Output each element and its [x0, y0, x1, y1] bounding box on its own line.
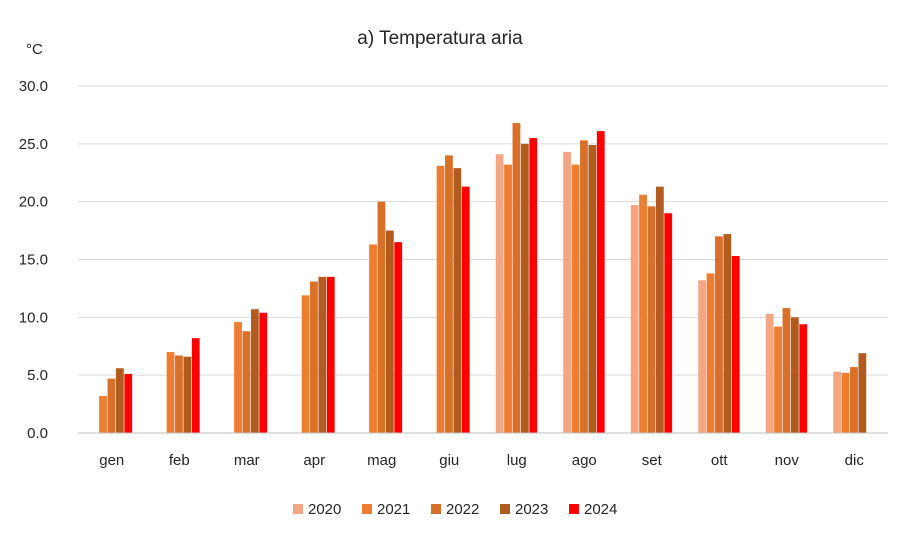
x-category-label: feb	[169, 452, 190, 469]
y-tick-label: 30.0	[19, 78, 48, 95]
legend-swatch	[431, 504, 441, 514]
x-category-label: gen	[99, 452, 124, 469]
bar	[259, 312, 268, 433]
bar	[495, 154, 504, 433]
x-category-label: nov	[775, 452, 800, 469]
bar	[715, 236, 723, 433]
y-tick-label: 5.0	[27, 367, 48, 384]
bar	[453, 168, 462, 433]
bar	[250, 309, 259, 433]
bar	[504, 164, 512, 434]
legend-label: 2023	[515, 501, 548, 518]
x-category-label: ott	[711, 452, 729, 469]
x-category-label: dic	[845, 452, 865, 469]
bar	[301, 295, 310, 433]
bar	[191, 338, 200, 433]
bar	[782, 308, 791, 433]
bar	[124, 374, 133, 433]
bar	[655, 186, 664, 433]
bar	[841, 372, 850, 433]
bar	[310, 281, 318, 433]
bar	[394, 242, 403, 433]
legend-swatch	[500, 504, 510, 514]
bar	[512, 123, 521, 433]
bar	[698, 280, 707, 433]
bar	[461, 186, 470, 433]
x-category-label: giu	[439, 452, 459, 469]
legend-label: 2020	[308, 501, 341, 518]
bar	[833, 371, 842, 433]
bar	[242, 331, 251, 433]
y-unit-label: °C	[26, 41, 43, 58]
bar	[639, 194, 647, 433]
x-category-label: apr	[303, 452, 325, 469]
bar	[385, 230, 394, 433]
y-tick-labels: 0.0 5.0 10.0 15.0 20.0 25.0 30.0	[19, 78, 48, 442]
bar	[107, 378, 116, 433]
y-tick-label: 20.0	[19, 194, 48, 211]
chart-title: a) Temperatura aria	[357, 28, 523, 49]
bar	[445, 155, 453, 433]
bar	[234, 321, 242, 433]
bar	[183, 356, 192, 433]
bar	[858, 353, 867, 433]
bar	[529, 138, 538, 434]
bar	[731, 256, 740, 433]
bar	[765, 313, 774, 433]
bar	[664, 213, 673, 433]
legend-label: 2021	[377, 501, 410, 518]
y-tick-label: 0.0	[27, 425, 48, 442]
bar	[799, 324, 808, 433]
bar	[520, 143, 529, 434]
legend-swatch	[362, 504, 372, 514]
bar	[436, 165, 445, 433]
bar	[630, 205, 639, 433]
legend-label: 2022	[446, 501, 479, 518]
y-tick-label: 15.0	[19, 252, 48, 269]
bar	[850, 367, 858, 433]
bar	[790, 317, 799, 433]
x-category-label: mar	[234, 452, 260, 469]
bar	[588, 144, 597, 434]
bar	[571, 164, 580, 434]
x-category-label: lug	[507, 452, 527, 469]
bar	[596, 131, 605, 434]
bar	[563, 151, 572, 433]
legend-swatch	[293, 504, 303, 514]
bar	[175, 355, 183, 433]
bar	[774, 326, 782, 433]
x-category-label: set	[642, 452, 663, 469]
bars-layer	[99, 123, 867, 434]
grid-layer	[78, 85, 888, 376]
bar	[706, 273, 715, 433]
bar	[723, 234, 732, 433]
x-category-label: mag	[367, 452, 396, 469]
bar	[115, 368, 124, 433]
x-category-labels: gen feb mar apr mag giu lug ago set ott nov dic	[99, 452, 864, 469]
bar	[369, 244, 377, 433]
bar	[166, 352, 175, 433]
y-tick-label: 10.0	[19, 309, 48, 326]
bar	[326, 276, 335, 433]
y-tick-label: 25.0	[19, 136, 48, 153]
bar	[580, 140, 588, 433]
legend-label: 2024	[584, 501, 617, 518]
bar	[377, 201, 386, 433]
legend-swatch	[569, 504, 579, 514]
legend: 2020 2021 2022 2023 2024	[293, 501, 617, 518]
bar	[99, 395, 107, 433]
x-category-label: ago	[572, 452, 597, 469]
bar	[647, 206, 656, 433]
bar	[318, 276, 327, 433]
